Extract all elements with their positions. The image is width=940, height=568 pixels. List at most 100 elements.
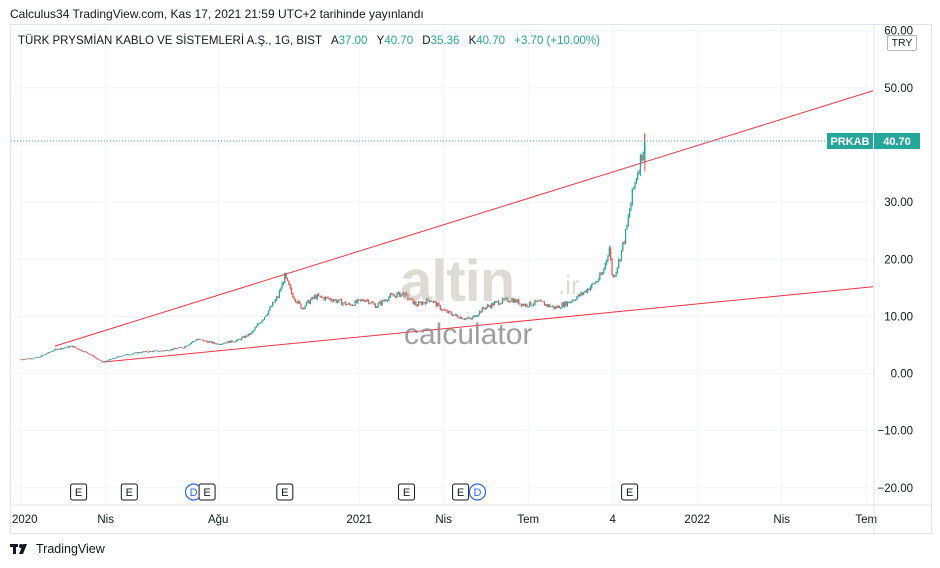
candle-body — [215, 343, 217, 345]
candle-body — [177, 347, 179, 349]
candle-body — [541, 300, 543, 302]
candle-body — [216, 343, 218, 345]
event-marker-label: D — [474, 487, 482, 499]
candle-body — [240, 337, 243, 340]
candle-body — [51, 351, 53, 353]
candle-body — [217, 343, 220, 345]
candle-body — [624, 229, 627, 243]
candle-body — [243, 336, 245, 338]
candle-body — [411, 298, 413, 299]
candle-body — [320, 295, 322, 298]
candle-body — [553, 306, 555, 309]
candle-body — [637, 173, 639, 180]
change-value: +3.70 (+10.00%) — [514, 35, 600, 47]
dividend-marker[interactable]: D — [468, 483, 487, 501]
candle-body — [443, 309, 445, 311]
candle-body — [500, 302, 502, 305]
candle-body — [480, 311, 482, 313]
earnings-marker-box — [70, 483, 88, 501]
earnings-marker[interactable]: E — [452, 483, 470, 501]
candle-body — [570, 301, 573, 303]
candle-body — [341, 299, 343, 305]
earnings-marker[interactable]: E — [120, 483, 138, 501]
earnings-marker-box — [398, 483, 416, 501]
candle-body — [334, 299, 336, 301]
candle-body — [342, 303, 344, 305]
candle-body — [176, 348, 178, 350]
candle-body — [319, 295, 321, 297]
candle-body — [223, 343, 225, 345]
candle-body — [104, 361, 106, 362]
candle-body — [576, 296, 578, 300]
candle-body — [451, 314, 454, 316]
candle-body — [132, 353, 134, 355]
candle-body — [24, 358, 26, 360]
candle-body — [449, 310, 451, 313]
candle-body — [262, 319, 264, 321]
candle-body — [426, 298, 428, 304]
candle-body — [128, 354, 130, 356]
candle-body — [442, 309, 444, 311]
candle-body — [143, 351, 145, 353]
candle-body — [188, 344, 190, 346]
y-tick-label: 0.00 — [891, 369, 913, 381]
candle-body — [545, 304, 547, 306]
candle-body — [303, 307, 305, 309]
candle-body — [589, 287, 591, 291]
candle-body — [186, 345, 189, 347]
earnings-marker[interactable]: E — [621, 483, 639, 501]
candle-body — [315, 295, 317, 299]
earnings-marker[interactable]: E — [70, 483, 88, 501]
candle-body — [190, 342, 193, 344]
candle-body — [555, 306, 558, 308]
grid-layer — [11, 25, 873, 505]
candle-body — [542, 301, 544, 303]
x-tick-label: Ağu — [208, 514, 228, 526]
candle-body — [568, 301, 570, 304]
candle-body — [492, 303, 494, 306]
candle-body — [90, 354, 93, 356]
candle-body — [516, 299, 518, 303]
candle-body — [327, 297, 329, 299]
candle-body — [401, 292, 404, 294]
candle-body — [331, 300, 333, 302]
chart-frame[interactable] — [10, 24, 932, 534]
candle-body — [558, 305, 560, 308]
candle-body — [596, 281, 598, 283]
candle-body — [242, 336, 244, 338]
currency-badge[interactable]: TRY — [887, 35, 917, 51]
candle-body — [162, 350, 164, 352]
candle-body — [165, 349, 167, 351]
candle-body — [34, 357, 36, 359]
candle-body — [455, 314, 458, 316]
earnings-marker[interactable]: E — [276, 483, 294, 501]
candle-body — [21, 359, 24, 361]
candle-body — [207, 341, 209, 343]
candle-body — [115, 357, 117, 359]
candle-body — [489, 305, 491, 308]
candle-body — [82, 351, 84, 353]
x-tick-label: 4 — [610, 514, 617, 526]
candle-body — [169, 350, 171, 352]
candle-body — [631, 188, 633, 204]
candle-body — [232, 341, 235, 343]
candle-body — [447, 310, 450, 313]
candle-body — [301, 307, 303, 309]
candle-body — [350, 304, 352, 306]
candle-body — [547, 304, 550, 307]
candle-body — [361, 299, 363, 301]
x-tick-label: Tem — [855, 514, 877, 526]
candle-body — [48, 352, 51, 353]
candle-body — [535, 300, 537, 302]
candle-body — [527, 306, 529, 308]
candle-body — [549, 304, 551, 307]
candle-body — [178, 347, 180, 348]
candle-body — [266, 314, 268, 316]
tradingview-logo-icon — [10, 544, 27, 554]
footer-brand[interactable]: TradingView — [36, 542, 105, 556]
event-marker-label: E — [203, 487, 210, 499]
earnings-marker[interactable]: E — [398, 483, 416, 501]
candle-body — [84, 351, 86, 353]
earnings-marker[interactable]: E — [198, 483, 216, 501]
